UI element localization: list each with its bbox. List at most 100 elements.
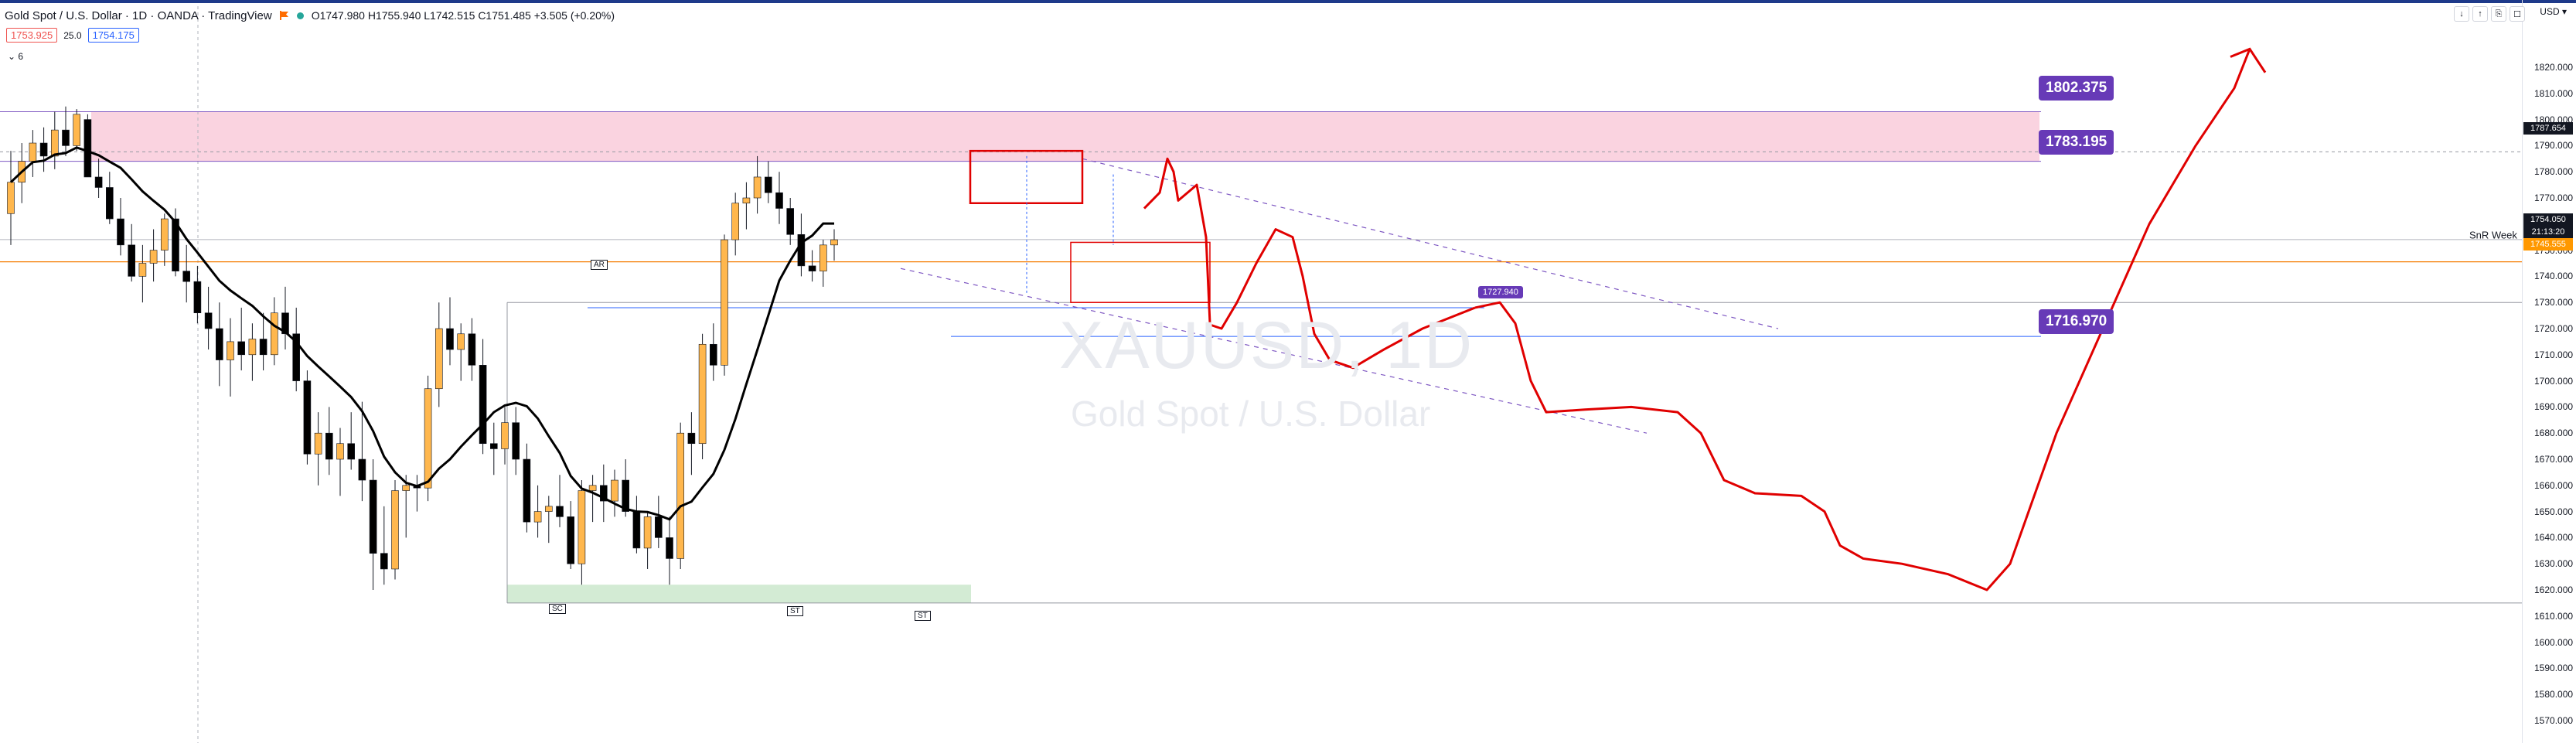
candle-body — [797, 234, 806, 267]
candle-body — [643, 516, 652, 549]
axis-tick-label: 1580.000 — [2534, 689, 2574, 700]
moving-average-line — [9, 146, 834, 521]
scroll-up-button[interactable]: ↑ — [2472, 6, 2488, 22]
candle-body — [434, 328, 443, 390]
level-label-mid[interactable]: 1783.195 — [2039, 130, 2114, 155]
candle-body — [622, 479, 630, 512]
channel-lower-line — [900, 268, 1647, 434]
marker-ar[interactable]: AR — [591, 260, 608, 270]
axis-tick-label: 1620.000 — [2534, 585, 2574, 595]
candle-body — [402, 485, 411, 491]
candle-body — [599, 485, 608, 502]
candle-body — [193, 281, 202, 314]
candle-body — [676, 432, 685, 559]
maximize-button[interactable]: ☐ — [2510, 6, 2525, 22]
candle-body — [687, 432, 696, 445]
candle-body — [424, 388, 432, 489]
candle-body — [523, 458, 531, 523]
projection-spike — [1143, 157, 1211, 324]
candle-body — [489, 443, 498, 449]
candle-body — [248, 339, 257, 356]
candle-body — [138, 263, 147, 277]
copy-button[interactable]: ⎘ — [2491, 6, 2506, 22]
axis-tick-label: 1670.000 — [2534, 454, 2574, 465]
candle-body — [106, 187, 114, 220]
axis-tick-label: 1740.000 — [2534, 271, 2574, 282]
candle-body — [149, 250, 158, 264]
axis-flag-snr: 1745.555 — [2523, 238, 2573, 251]
candle-body — [721, 239, 728, 366]
axis-tick-label: 1730.000 — [2534, 297, 2574, 308]
candle-body — [281, 312, 289, 335]
candle-body — [567, 516, 575, 564]
level-label-top[interactable]: 1802.375 — [2039, 76, 2114, 101]
axis-tick-label: 1790.000 — [2534, 140, 2574, 152]
candle-body — [556, 506, 564, 517]
marker-st-2[interactable]: ST — [915, 611, 931, 621]
candle-body — [347, 443, 356, 460]
projection-arrowhead — [2230, 47, 2267, 73]
window-top-bar — [0, 0, 2576, 3]
axis-tick-label: 1660.000 — [2534, 479, 2574, 491]
level-label-small[interactable]: 1727.940 — [1478, 286, 1523, 298]
live-dot-icon — [296, 12, 304, 19]
axis-tick-label: 1630.000 — [2534, 558, 2574, 570]
candle-body — [172, 218, 179, 271]
chart-title[interactable]: Gold Spot / U.S. Dollar · 1D · OANDA · T… — [5, 9, 272, 22]
candle-body — [808, 265, 816, 271]
candle-body — [303, 380, 312, 455]
candle-body — [468, 333, 476, 366]
candle-body — [325, 432, 333, 460]
candle-body — [533, 511, 542, 523]
marker-st-1[interactable]: ST — [787, 606, 803, 616]
candle-body — [446, 328, 454, 350]
candle-body — [128, 244, 135, 277]
candle-body — [654, 516, 663, 538]
axis-tick-label: 1570.000 — [2534, 715, 2574, 726]
candle-body — [632, 511, 641, 549]
candle-body — [270, 312, 278, 356]
candle-body — [753, 176, 762, 199]
axis-flag-dashed: 1787.654 — [2523, 122, 2573, 135]
candle-body — [358, 458, 366, 481]
axis-tick-label: 1780.000 — [2534, 166, 2574, 178]
candle-body — [62, 129, 70, 146]
axis-tick-label: 1770.000 — [2534, 193, 2574, 203]
currency-select[interactable]: USD ▾ — [2540, 6, 2567, 17]
axis-tick-label: 1640.000 — [2534, 532, 2574, 544]
sell-price-button[interactable]: 1753.925 — [6, 28, 58, 43]
axis-tick-label: 1680.000 — [2534, 428, 2574, 439]
scroll-down-button[interactable]: ↓ — [2454, 6, 2469, 22]
marker-sc[interactable]: SC — [549, 604, 566, 614]
snr-week-label: SnR Week — [2469, 229, 2517, 241]
buy-price-button[interactable]: 1754.175 — [87, 28, 139, 43]
candle-body — [698, 343, 707, 445]
candle-body — [215, 328, 223, 360]
candle-body — [161, 218, 169, 251]
flag-icon[interactable] — [279, 10, 289, 21]
indicators-toggle[interactable]: ⌄ 6 — [8, 51, 24, 62]
level-label-low[interactable]: 1716.970 — [2039, 309, 2114, 334]
candle-body — [39, 142, 48, 157]
axis-tick-label: 1820.000 — [2534, 62, 2574, 73]
candle-body — [501, 422, 509, 449]
candle-body — [369, 479, 377, 554]
projection-lead — [1205, 228, 1476, 370]
candle-body — [742, 197, 751, 204]
watermark-name: Gold Spot / U.S. Dollar — [1071, 394, 1431, 434]
channel-upper-line — [1082, 158, 1779, 329]
candle-body — [479, 365, 487, 445]
candle-body — [259, 339, 267, 356]
candle-body — [292, 333, 301, 381]
price-axis-border — [2522, 0, 2523, 743]
candle-body — [237, 341, 246, 356]
axis-tick-label: 1690.000 — [2534, 401, 2574, 413]
candle-body — [29, 142, 37, 162]
axis-tick-label: 1700.000 — [2534, 375, 2574, 387]
axis-tick-label: 1600.000 — [2534, 636, 2574, 648]
candle-body — [73, 114, 80, 146]
candle-body — [336, 443, 344, 460]
candle-body — [182, 271, 190, 282]
candle-body — [512, 422, 520, 460]
candle-body — [204, 312, 213, 329]
